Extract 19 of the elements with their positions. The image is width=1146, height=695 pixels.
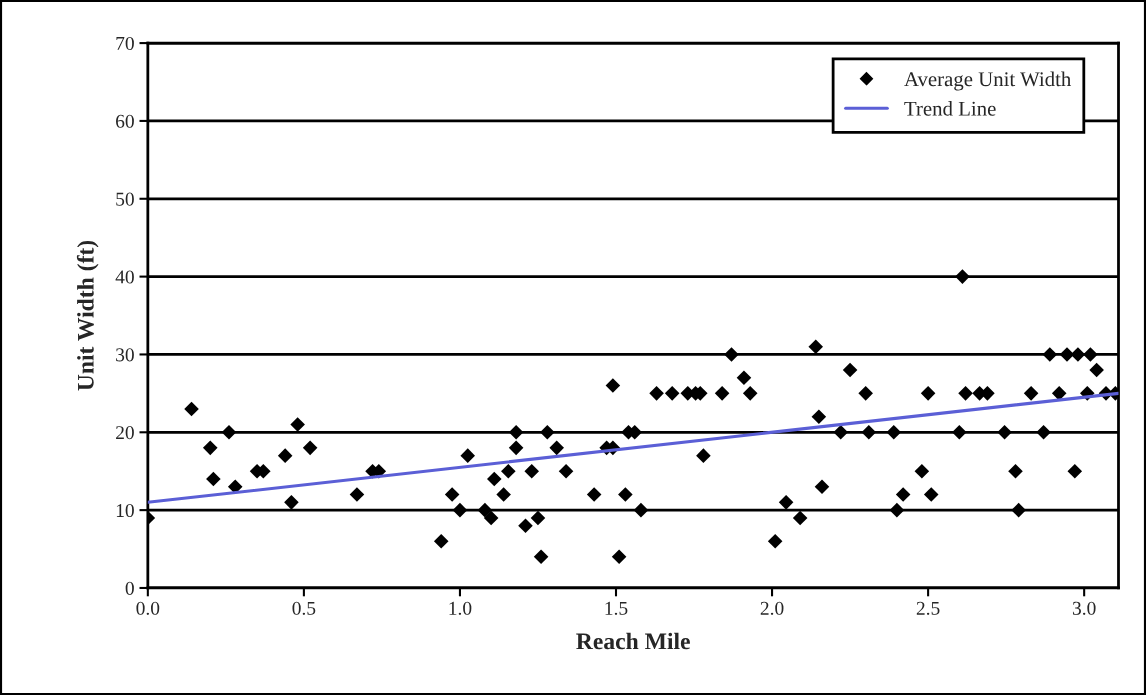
legend-label: Trend Line bbox=[904, 101, 996, 116]
x-tick-label: 3.0 bbox=[1072, 601, 1096, 615]
y-axis-title: Unit Width (ft) bbox=[76, 240, 99, 391]
y-tick-label: 50 bbox=[116, 192, 134, 206]
y-tick-label: 60 bbox=[116, 114, 134, 128]
x-tick-label: 1.5 bbox=[605, 601, 628, 615]
x-tick-label: 1.0 bbox=[449, 601, 472, 615]
y-tick-label: 30 bbox=[116, 348, 134, 362]
x-tick-label: 0.5 bbox=[292, 601, 316, 615]
y-tick-label: 20 bbox=[116, 426, 134, 440]
x-axis-title: Reach Mile bbox=[576, 632, 690, 650]
y-tick-label: 70 bbox=[116, 36, 134, 51]
legend-label: Average Unit Width bbox=[904, 71, 1072, 91]
y-tick-label: 0 bbox=[125, 581, 134, 595]
x-tick-label: 2.0 bbox=[760, 601, 784, 615]
y-tick-label: 40 bbox=[115, 270, 134, 284]
y-tick-label: 10 bbox=[116, 503, 134, 518]
x-tick-label: 0.0 bbox=[136, 601, 160, 615]
x-tick-label: 2.5 bbox=[916, 601, 940, 615]
